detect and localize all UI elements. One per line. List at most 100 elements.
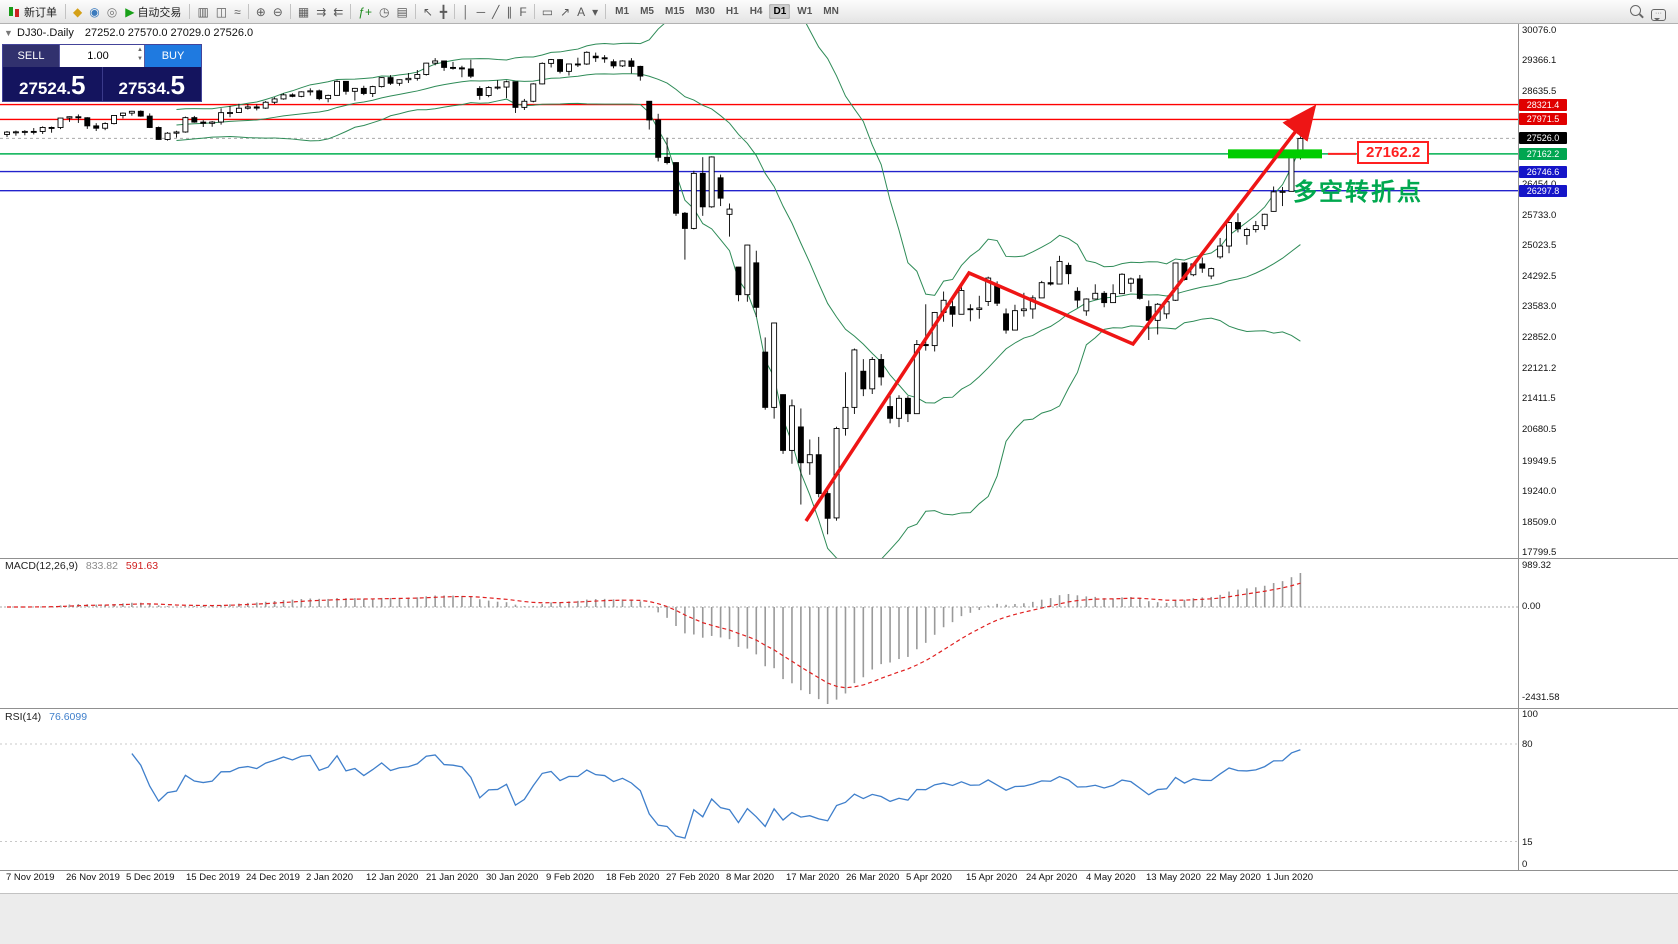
one-click-trade-panel: SELL ▲▼ BUY 27524.5 27534.5 — [2, 44, 202, 102]
sell-price: 27524. 5 — [19, 70, 86, 100]
templates-button[interactable]: ▤ — [393, 2, 410, 21]
indicators-button[interactable]: ƒ+ — [355, 2, 375, 21]
date-label: 15 Dec 2019 — [186, 872, 240, 883]
date-label: 22 May 2020 — [1206, 872, 1261, 883]
volume-box: ▲▼ — [60, 45, 144, 67]
macd-header: MACD(12,26,9) 833.82 591.63 — [5, 560, 159, 572]
shapes-icon: ▭ — [541, 4, 554, 19]
price-tick: 22121.2 — [1522, 363, 1557, 375]
toolbar-group-system: ◆ ◉ ◎ — [70, 2, 120, 21]
zoom-in-icon: ⊕ — [255, 4, 266, 19]
sell-button[interactable]: SELL — [3, 45, 60, 67]
price-tick: 24292.5 — [1522, 270, 1557, 282]
new-order-button[interactable]: 新订单 — [4, 2, 61, 21]
auto-scroll-button[interactable]: ⇉ — [313, 2, 329, 21]
timeframe-m1[interactable]: M1 — [615, 6, 630, 17]
timeframe-h1[interactable]: H1 — [725, 6, 739, 17]
macd-axis-top: 989.32 — [1522, 560, 1552, 571]
charts-button[interactable]: ◆ — [70, 2, 85, 21]
timeframe-h4[interactable]: H4 — [749, 6, 763, 17]
periods-icon: ◷ — [379, 4, 390, 19]
price-tick: 25023.5 — [1522, 239, 1557, 251]
zoom-in-button[interactable]: ⊕ — [253, 2, 269, 21]
fibonacci-icon: F — [519, 4, 527, 19]
search-button[interactable] — [1630, 3, 1641, 21]
macd-signal-value: 591.63 — [125, 560, 159, 572]
toolbar-separator — [605, 4, 607, 19]
toolbar-separator — [65, 4, 66, 19]
chat-button[interactable]: ··· — [1651, 2, 1666, 21]
text-button[interactable]: A — [574, 2, 588, 21]
timeframe-d1[interactable]: D1 — [769, 4, 791, 19]
date-label: 17 Mar 2020 — [786, 872, 840, 883]
trend-arrow — [804, 104, 1317, 522]
auto-scroll-icon: ⇉ — [316, 4, 327, 19]
toolbar-group-chart-tools: ▥ ◫ ≈ ⊕ ⊖ ▦ ⇉ ⇇ ƒ+ ◷ ▤ ↖ ╋ │ ─ ╱ ∥ F ▭ ↗ A ▾ — [186, 2, 609, 21]
candlestick-chart-button[interactable]: ◫ — [213, 2, 230, 21]
line-chart-button[interactable]: ≈ — [231, 2, 244, 21]
chart-shift-icon: ⇇ — [333, 4, 344, 19]
tile-windows-button[interactable]: ▦ — [295, 2, 312, 21]
bar-chart-button[interactable]: ▥ — [194, 2, 211, 21]
trendline-button[interactable]: ╱ — [489, 2, 502, 21]
vertical-line-button[interactable]: │ — [459, 2, 473, 21]
volume-spinner[interactable]: ▲ ▼ — [137, 47, 143, 62]
templates-icon: ▤ — [396, 4, 408, 19]
search-icon — [1630, 4, 1641, 16]
horizontal-line-button[interactable]: ─ — [474, 2, 489, 21]
status-strip — [0, 893, 1678, 944]
timeframe-m30[interactable]: M30 — [695, 6, 715, 17]
fibonacci-button[interactable]: F — [516, 2, 529, 21]
timeframe-mn[interactable]: MN — [823, 6, 839, 17]
date-label: 1 Jun 2020 — [1266, 872, 1314, 883]
objects-dropdown-icon: ▾ — [592, 4, 599, 19]
profile-icon: ◉ — [89, 4, 100, 19]
date-label: 13 May 2020 — [1146, 872, 1201, 883]
rsi-value: 76.6099 — [49, 711, 88, 723]
autotrade-button[interactable]: ▶ 自动交易 — [121, 2, 185, 21]
zoom-out-button[interactable]: ⊖ — [270, 2, 286, 21]
chart-symbol-period: DJ30-.Daily — [17, 27, 74, 39]
date-label: 9 Feb 2020 — [546, 872, 595, 883]
rsi-axis-label: 0 — [1522, 859, 1528, 870]
periods-button[interactable]: ◷ — [376, 2, 392, 21]
price-tick: 19949.5 — [1522, 455, 1557, 467]
toolbar-separator — [414, 4, 416, 19]
autotrade-label: 自动交易 — [137, 6, 182, 19]
toolbar-separator — [289, 4, 291, 19]
price-tag: 26297.8 — [1519, 184, 1567, 197]
channel-icon: ∥ — [506, 4, 513, 19]
volume-input[interactable] — [60, 45, 144, 67]
chart-ohlc: 27252.0 27570.0 27029.0 27526.0 — [84, 27, 254, 39]
arrows-button[interactable]: ↗ — [557, 2, 573, 21]
rsi-axis-label: 80 — [1522, 739, 1533, 750]
timeframe-w1[interactable]: W1 — [797, 6, 813, 17]
community-button[interactable]: ◎ — [104, 2, 120, 21]
candlestick-chart-icon: ◫ — [215, 4, 228, 19]
timeframe-m15[interactable]: M15 — [664, 6, 685, 17]
price-tick: 22852.0 — [1522, 332, 1557, 344]
toolbar-separator — [454, 4, 456, 19]
profile-button[interactable]: ◉ — [86, 2, 102, 21]
one-click-panel-toggle[interactable]: ▼ — [4, 28, 13, 38]
buy-button[interactable]: BUY — [144, 45, 201, 67]
rsi-layer — [0, 743, 1518, 842]
main-chart-layer — [0, 23, 1518, 558]
chart-shift-button[interactable]: ⇇ — [330, 2, 346, 21]
shapes-button[interactable]: ▭ — [539, 2, 556, 21]
price-tick: 30076.0 — [1522, 25, 1557, 36]
cursor-button[interactable]: ↖ — [420, 2, 436, 21]
macd-axis-zero: 0.00 — [1522, 600, 1541, 612]
date-label: 26 Nov 2019 — [66, 872, 120, 883]
channel-button[interactable]: ∥ — [503, 2, 515, 21]
date-label: 12 Jan 2020 — [366, 872, 419, 883]
objects-dropdown-button[interactable]: ▾ — [589, 2, 601, 21]
zone-price-label: 27162.2 — [1357, 141, 1430, 164]
timeframe-m5[interactable]: M5 — [640, 6, 654, 17]
panel-separators — [0, 23, 1678, 871]
new-order-icon — [8, 6, 21, 18]
toolbar-right: ··· — [1630, 2, 1674, 21]
crosshair-button[interactable]: ╋ — [437, 2, 450, 21]
